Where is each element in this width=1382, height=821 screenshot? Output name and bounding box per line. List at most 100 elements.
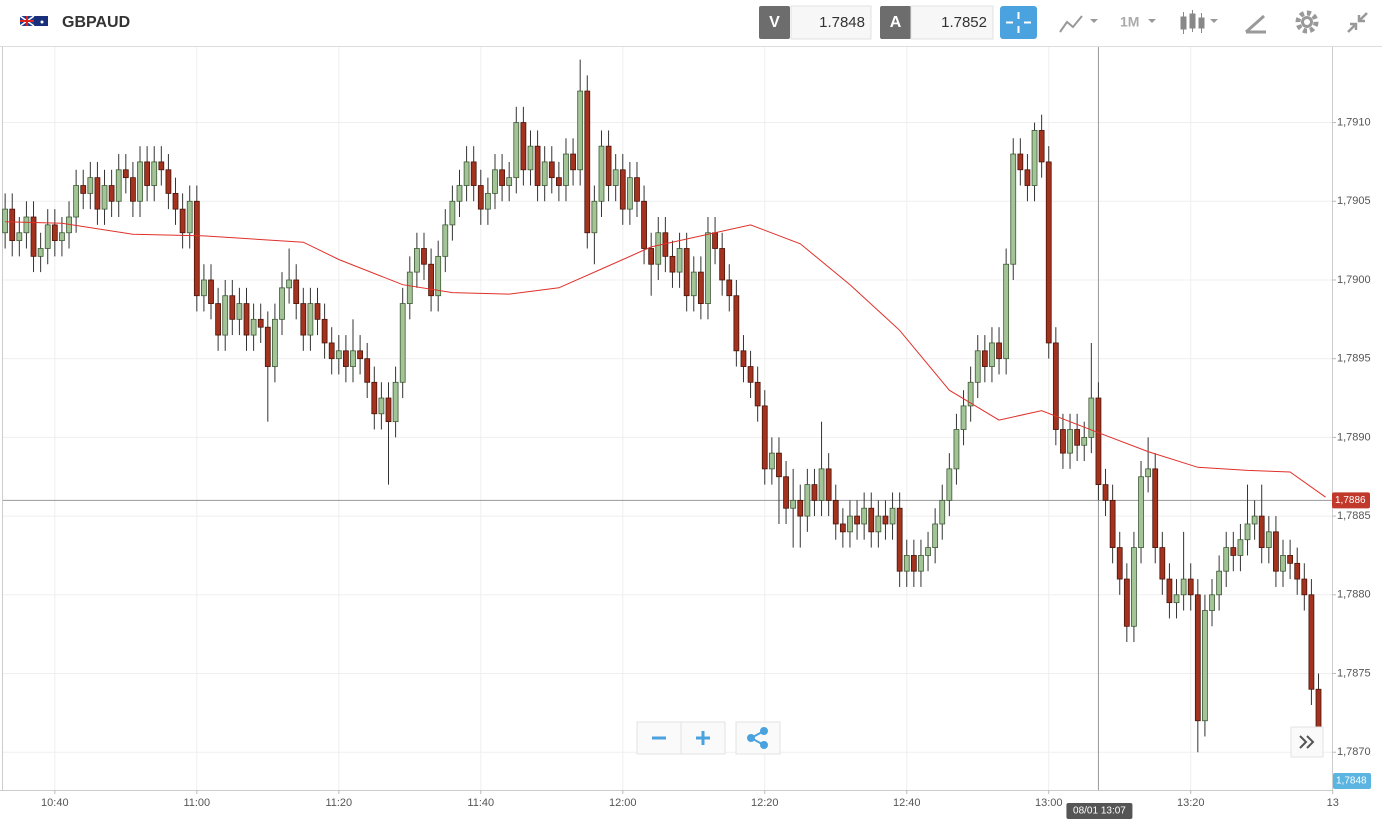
plot	[2, 47, 1332, 790]
candle-body	[208, 279, 214, 304]
candle-body	[421, 248, 427, 265]
candle-body	[1173, 594, 1180, 604]
x-tick-label: 12:00	[609, 797, 637, 809]
candle-body	[201, 279, 207, 297]
candle-body	[1216, 570, 1223, 596]
top-bar	[0, 0, 1382, 46]
symbol: GBPAUD	[62, 14, 130, 31]
candle-body	[300, 303, 307, 336]
candle-body	[1017, 153, 1024, 171]
zoom-controls	[636, 721, 781, 755]
candle-body	[73, 185, 80, 218]
candle-body	[939, 499, 946, 525]
candle-body	[1067, 429, 1073, 454]
candle-body	[612, 169, 619, 186]
buy-price: 1.7852	[941, 14, 987, 31]
chart-type-button[interactable]	[1059, 15, 1098, 33]
candle-body	[1095, 397, 1102, 486]
candle-body	[513, 122, 520, 179]
x-tick-label: 11:00	[183, 797, 210, 809]
candle-body	[193, 200, 200, 297]
candle-body	[925, 547, 931, 556]
candle-body	[868, 507, 875, 533]
candle-body	[492, 169, 498, 194]
candle-body	[1152, 468, 1159, 548]
candle-body	[137, 161, 143, 202]
candle-body	[357, 350, 363, 360]
candle-body	[1045, 161, 1052, 344]
candle-body	[754, 381, 761, 407]
y-tick-label: 1,7900	[1337, 274, 1371, 286]
scroll-latest-button[interactable]	[1290, 726, 1324, 758]
candle-body	[548, 161, 555, 179]
collapse-button[interactable]	[1347, 12, 1368, 33]
candle-body	[889, 507, 896, 525]
candle-body	[1024, 169, 1031, 186]
candle-body	[712, 232, 718, 249]
candle-body	[399, 303, 406, 383]
candle-body	[456, 185, 463, 202]
candle-body	[1202, 610, 1208, 722]
candle-body	[1273, 531, 1279, 572]
candle-body	[953, 429, 960, 470]
candle-body	[1145, 468, 1152, 478]
candle-body	[804, 484, 811, 517]
candle-body	[825, 468, 832, 501]
buy-button[interactable]	[880, 6, 911, 39]
candle-body	[563, 153, 569, 186]
candle-body	[570, 153, 576, 171]
candle-body	[172, 192, 179, 210]
candle-body	[918, 555, 924, 572]
candle-body	[286, 279, 292, 289]
candle-body	[783, 476, 789, 509]
draw-tool-button[interactable]	[1245, 14, 1266, 34]
candle-body	[733, 295, 740, 352]
crosshair-button[interactable]	[1000, 6, 1037, 39]
candle-body	[854, 515, 860, 525]
candle-body	[435, 255, 442, 297]
share-button[interactable]	[735, 721, 781, 755]
candle-body	[37, 248, 44, 257]
candle-body	[1116, 547, 1123, 580]
share-icon	[747, 727, 768, 749]
candle-body	[16, 232, 23, 242]
candle-body	[1280, 555, 1286, 572]
candle-type-button[interactable]	[1180, 10, 1218, 34]
candle-body	[321, 318, 328, 344]
candle-body	[499, 169, 505, 186]
candle-body	[555, 177, 562, 186]
sell-price-box	[790, 5, 872, 40]
y-tick-label: 1,7890	[1337, 431, 1371, 443]
candle-body	[158, 161, 165, 171]
timeframe[interactable]: 1M	[1120, 14, 1139, 30]
candle-body	[669, 255, 676, 273]
candle-body	[520, 122, 527, 171]
candle-body	[122, 169, 129, 179]
candle-body	[705, 232, 711, 304]
candle-body	[463, 161, 470, 186]
y-tick-label: 1,7870	[1337, 746, 1371, 758]
settings-button[interactable]	[1295, 10, 1319, 34]
candle-body	[449, 200, 456, 226]
candle-body	[974, 350, 981, 383]
flag	[19, 15, 48, 27]
x-tick-label: 13:20	[1177, 797, 1205, 809]
sell-button[interactable]	[759, 6, 790, 39]
candle-body	[726, 279, 733, 297]
candle-body	[634, 177, 640, 202]
candle-body	[428, 263, 434, 297]
x-tick-label: 12:40	[893, 797, 921, 809]
candle-body	[335, 350, 342, 360]
candle-body	[577, 90, 584, 171]
candle-body	[626, 177, 633, 210]
candle-body	[307, 303, 314, 336]
x-tick-label: 13	[1327, 797, 1339, 809]
last-price-box	[1333, 773, 1371, 789]
y-tick-label: 1,7895	[1337, 353, 1371, 365]
candle-body	[151, 161, 158, 186]
candle-body	[790, 499, 797, 509]
candle-body	[1244, 523, 1251, 541]
candle-body	[293, 279, 300, 304]
candle-body	[832, 499, 839, 525]
